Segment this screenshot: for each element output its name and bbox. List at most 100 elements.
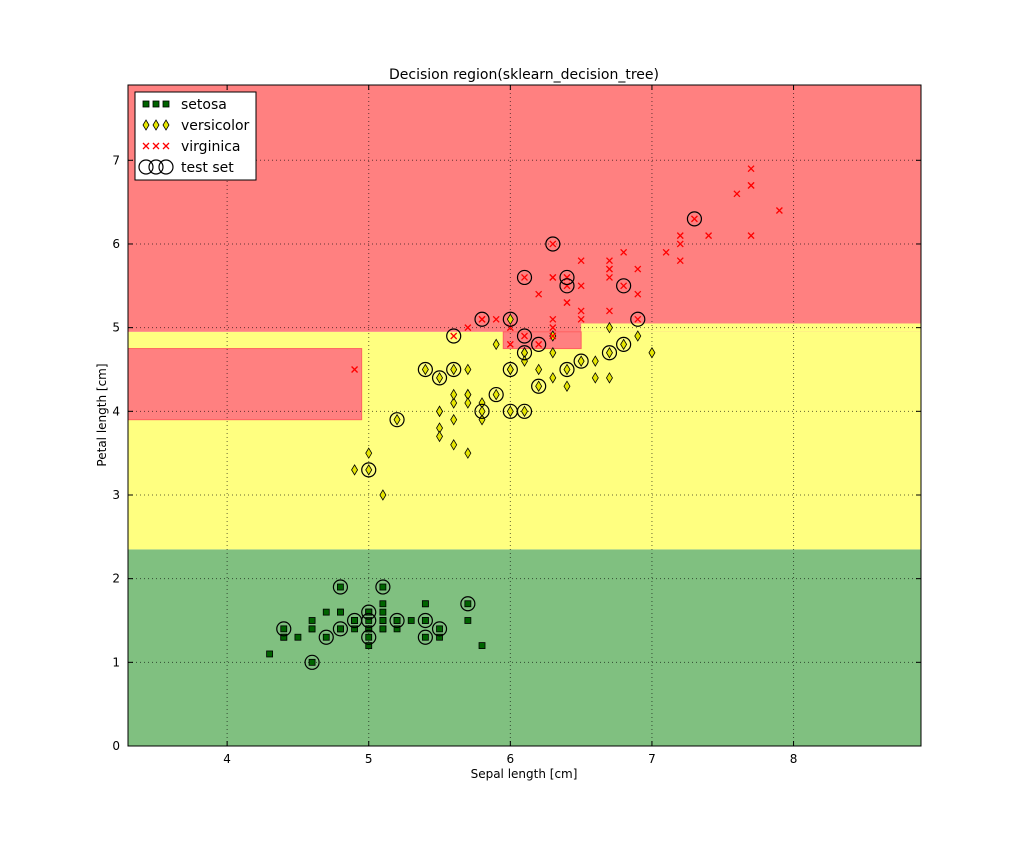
versicolor-point (450, 413, 458, 426)
y-tick-label: 6 (112, 237, 120, 251)
virginica-point (450, 332, 458, 340)
test-set-point (304, 654, 320, 670)
versicolor-point (535, 380, 543, 392)
decision-regions (127, 85, 921, 746)
test-set-point (559, 361, 575, 378)
versicolor-point (563, 363, 571, 376)
test-set-point (559, 269, 575, 286)
test-set-point (389, 612, 405, 629)
virginica-point (577, 282, 585, 290)
versicolor-point (393, 413, 401, 426)
versicolor-point (605, 346, 613, 359)
setosa-point (337, 608, 344, 616)
region-virginica (502, 331, 582, 350)
legend-marker-setosa (142, 100, 150, 108)
setosa-point (365, 617, 373, 624)
setosa-point (337, 625, 344, 633)
y-tick-label: 3 (112, 488, 120, 502)
virginica-point (676, 232, 684, 240)
virginica-point (620, 282, 628, 290)
virginica-point (492, 315, 500, 323)
versicolor-point (648, 346, 656, 359)
test-set-point (573, 353, 589, 369)
virginica-point (521, 273, 528, 281)
x-tick-label: 4 (223, 752, 231, 766)
test-set-point (559, 278, 575, 294)
versicolor-point (549, 372, 557, 384)
y-tick-label: 2 (112, 572, 120, 586)
versicolor-point (450, 397, 458, 409)
y-axis-label: Petal length [cm] (95, 363, 109, 466)
setosa-point (365, 625, 373, 633)
setosa-point (421, 617, 429, 624)
virginica-point (549, 315, 557, 323)
legend-label-versicolor: versicolor (181, 118, 250, 134)
test-set-point (686, 211, 703, 227)
setosa-point (379, 625, 387, 633)
virginica-point (606, 307, 613, 315)
data-points (266, 165, 783, 670)
versicolor-point (436, 405, 444, 418)
plot-frame (127, 84, 922, 747)
virginica-point (775, 207, 783, 214)
legend-label-setosa: setosa (181, 97, 227, 113)
test-set-point (516, 403, 533, 419)
virginica-point (549, 273, 557, 281)
virginica-point (535, 340, 543, 348)
y-tick-label: 7 (112, 153, 120, 167)
versicolor-point (464, 397, 472, 409)
test-set-point (460, 596, 476, 612)
legend: setosa versicolor virginica test set (134, 91, 257, 181)
versicolor-point (421, 363, 429, 376)
test-set-point (516, 345, 533, 361)
virginica-point (577, 257, 585, 265)
versicolor-point (605, 321, 613, 334)
setosa-point (421, 600, 429, 608)
setosa-point (421, 633, 429, 641)
versicolor-point (351, 464, 359, 476)
test-set-point (630, 311, 646, 327)
test-set-point (516, 328, 533, 344)
test-set-point (361, 612, 377, 629)
virginica-point (506, 340, 514, 348)
virginica-point (676, 257, 684, 265)
virginica-point (577, 315, 585, 323)
virginica-point (690, 215, 698, 223)
test-set-point (474, 403, 490, 419)
legend-marker-test-set (148, 159, 164, 175)
test-set-point (474, 311, 490, 327)
versicolor-point (591, 355, 599, 367)
virginica-point (747, 181, 755, 189)
test-set-point (531, 378, 547, 394)
setosa-point (379, 583, 387, 591)
setosa-point (280, 633, 288, 641)
versicolor-point (549, 346, 557, 359)
legend-marker-versicolor (152, 119, 160, 131)
versicolor-point (379, 489, 387, 501)
legend-label-virginica: virginica (181, 139, 241, 155)
virginica-point (606, 257, 613, 265)
setosa-point (436, 625, 443, 633)
test-set-point (417, 612, 433, 629)
setosa-point (436, 633, 443, 641)
setosa-point (379, 600, 387, 608)
versicolor-point (535, 363, 543, 376)
legend-marker-setosa (162, 100, 170, 108)
versicolor-point (464, 447, 472, 459)
test-set-point (361, 604, 377, 620)
virginica-point (535, 290, 543, 298)
versicolor-point (464, 363, 472, 376)
setosa-point (308, 658, 316, 666)
setosa-point (464, 617, 472, 624)
test-set-point (601, 345, 618, 361)
setosa-point (308, 625, 316, 633)
region-setosa (128, 549, 921, 746)
setosa-point (280, 625, 288, 633)
versicolor-point (605, 372, 613, 384)
setosa-point (365, 642, 373, 649)
versicolor-point (365, 464, 373, 476)
virginica-point (634, 315, 642, 323)
setosa-point (351, 625, 358, 633)
versicolor-point (577, 355, 585, 367)
versicolor-point (450, 439, 458, 451)
